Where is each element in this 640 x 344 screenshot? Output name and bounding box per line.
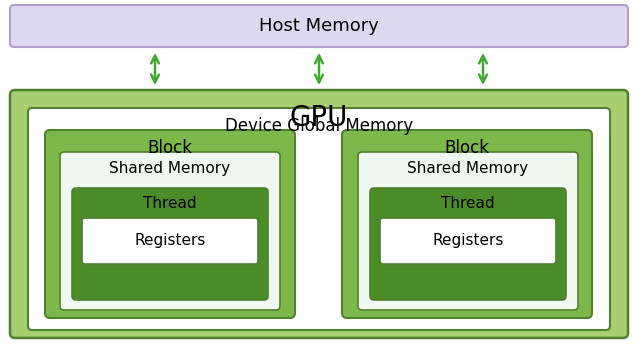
FancyBboxPatch shape [380, 218, 556, 264]
Text: Block: Block [147, 139, 193, 157]
FancyBboxPatch shape [10, 90, 628, 338]
Text: Thread: Thread [143, 196, 197, 212]
Text: GPU: GPU [290, 104, 348, 132]
Text: Shared Memory: Shared Memory [408, 161, 529, 175]
FancyBboxPatch shape [28, 108, 610, 330]
FancyBboxPatch shape [358, 152, 578, 310]
Text: Registers: Registers [134, 234, 205, 248]
FancyBboxPatch shape [342, 130, 592, 318]
FancyBboxPatch shape [45, 130, 295, 318]
Text: Device Global Memory: Device Global Memory [225, 117, 413, 135]
Text: Registers: Registers [432, 234, 504, 248]
FancyBboxPatch shape [60, 152, 280, 310]
Text: Block: Block [445, 139, 490, 157]
Text: Shared Memory: Shared Memory [109, 161, 230, 175]
FancyBboxPatch shape [82, 218, 258, 264]
FancyBboxPatch shape [370, 188, 566, 300]
Text: Host Memory: Host Memory [259, 17, 379, 35]
Text: Thread: Thread [441, 196, 495, 212]
FancyBboxPatch shape [72, 188, 268, 300]
FancyBboxPatch shape [10, 5, 628, 47]
